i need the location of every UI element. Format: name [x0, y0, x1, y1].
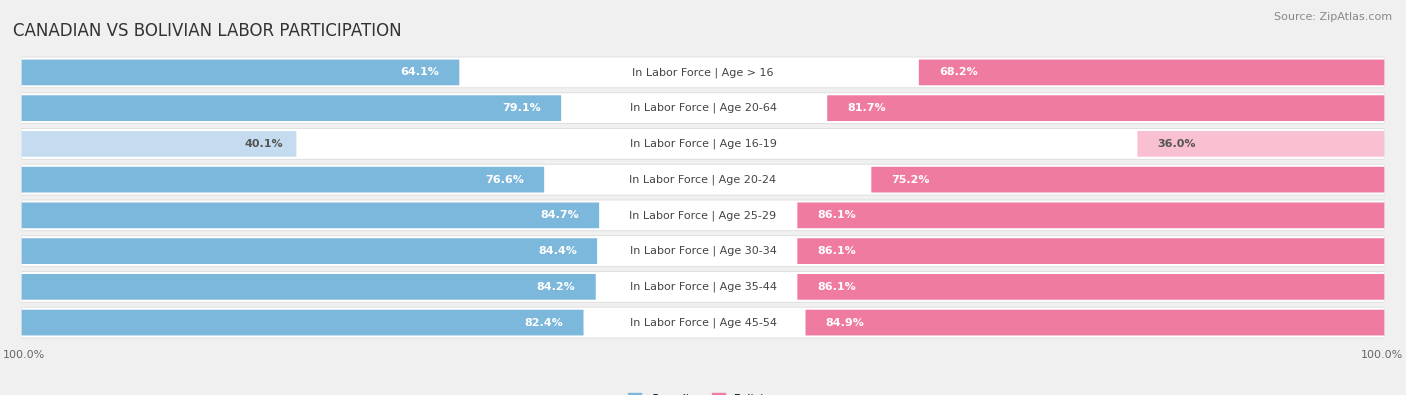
Text: 86.1%: 86.1% — [818, 282, 856, 292]
FancyBboxPatch shape — [797, 238, 1385, 264]
Text: In Labor Force | Age 16-19: In Labor Force | Age 16-19 — [630, 139, 776, 149]
FancyBboxPatch shape — [21, 128, 1385, 160]
FancyBboxPatch shape — [21, 272, 1385, 302]
FancyBboxPatch shape — [797, 203, 1385, 228]
FancyBboxPatch shape — [21, 57, 1385, 87]
Text: In Labor Force | Age 45-54: In Labor Force | Age 45-54 — [630, 317, 776, 328]
Text: 75.2%: 75.2% — [891, 175, 931, 184]
Text: 79.1%: 79.1% — [502, 103, 541, 113]
Text: 84.2%: 84.2% — [537, 282, 575, 292]
FancyBboxPatch shape — [797, 274, 1385, 300]
Text: In Labor Force | Age 35-44: In Labor Force | Age 35-44 — [630, 282, 776, 292]
FancyBboxPatch shape — [21, 310, 583, 335]
FancyBboxPatch shape — [21, 93, 1385, 123]
Text: In Labor Force | Age 30-34: In Labor Force | Age 30-34 — [630, 246, 776, 256]
Text: 64.1%: 64.1% — [401, 68, 439, 77]
FancyBboxPatch shape — [21, 167, 544, 192]
FancyBboxPatch shape — [1137, 131, 1385, 157]
FancyBboxPatch shape — [21, 165, 1385, 195]
Text: In Labor Force | Age 20-24: In Labor Force | Age 20-24 — [630, 174, 776, 185]
FancyBboxPatch shape — [21, 274, 596, 300]
Text: Source: ZipAtlas.com: Source: ZipAtlas.com — [1274, 12, 1392, 22]
FancyBboxPatch shape — [21, 308, 1385, 338]
Text: 81.7%: 81.7% — [848, 103, 886, 113]
Text: 86.1%: 86.1% — [818, 246, 856, 256]
Text: In Labor Force | Age > 16: In Labor Force | Age > 16 — [633, 67, 773, 78]
Text: 86.1%: 86.1% — [818, 211, 856, 220]
FancyBboxPatch shape — [827, 95, 1385, 121]
FancyBboxPatch shape — [21, 271, 1385, 303]
Text: CANADIAN VS BOLIVIAN LABOR PARTICIPATION: CANADIAN VS BOLIVIAN LABOR PARTICIPATION — [13, 22, 401, 40]
FancyBboxPatch shape — [21, 60, 460, 85]
Text: 84.7%: 84.7% — [540, 211, 579, 220]
FancyBboxPatch shape — [21, 199, 1385, 231]
FancyBboxPatch shape — [21, 164, 1385, 196]
Text: 84.9%: 84.9% — [825, 318, 865, 327]
Text: 76.6%: 76.6% — [485, 175, 524, 184]
FancyBboxPatch shape — [21, 236, 1385, 266]
FancyBboxPatch shape — [872, 167, 1385, 192]
FancyBboxPatch shape — [21, 57, 1385, 88]
FancyBboxPatch shape — [21, 238, 598, 264]
Text: 40.1%: 40.1% — [245, 139, 283, 149]
FancyBboxPatch shape — [21, 92, 1385, 124]
Text: In Labor Force | Age 20-64: In Labor Force | Age 20-64 — [630, 103, 776, 113]
FancyBboxPatch shape — [920, 60, 1385, 85]
FancyBboxPatch shape — [21, 235, 1385, 267]
FancyBboxPatch shape — [21, 200, 1385, 230]
FancyBboxPatch shape — [21, 307, 1385, 338]
FancyBboxPatch shape — [806, 310, 1385, 335]
FancyBboxPatch shape — [21, 95, 561, 121]
Text: 82.4%: 82.4% — [524, 318, 564, 327]
Text: 84.4%: 84.4% — [538, 246, 576, 256]
FancyBboxPatch shape — [21, 129, 1385, 159]
FancyBboxPatch shape — [21, 203, 599, 228]
Text: In Labor Force | Age 25-29: In Labor Force | Age 25-29 — [630, 210, 776, 221]
Text: 36.0%: 36.0% — [1157, 139, 1197, 149]
Text: 68.2%: 68.2% — [939, 68, 979, 77]
Legend: Canadian, Bolivian: Canadian, Bolivian — [623, 389, 783, 395]
FancyBboxPatch shape — [21, 131, 297, 157]
